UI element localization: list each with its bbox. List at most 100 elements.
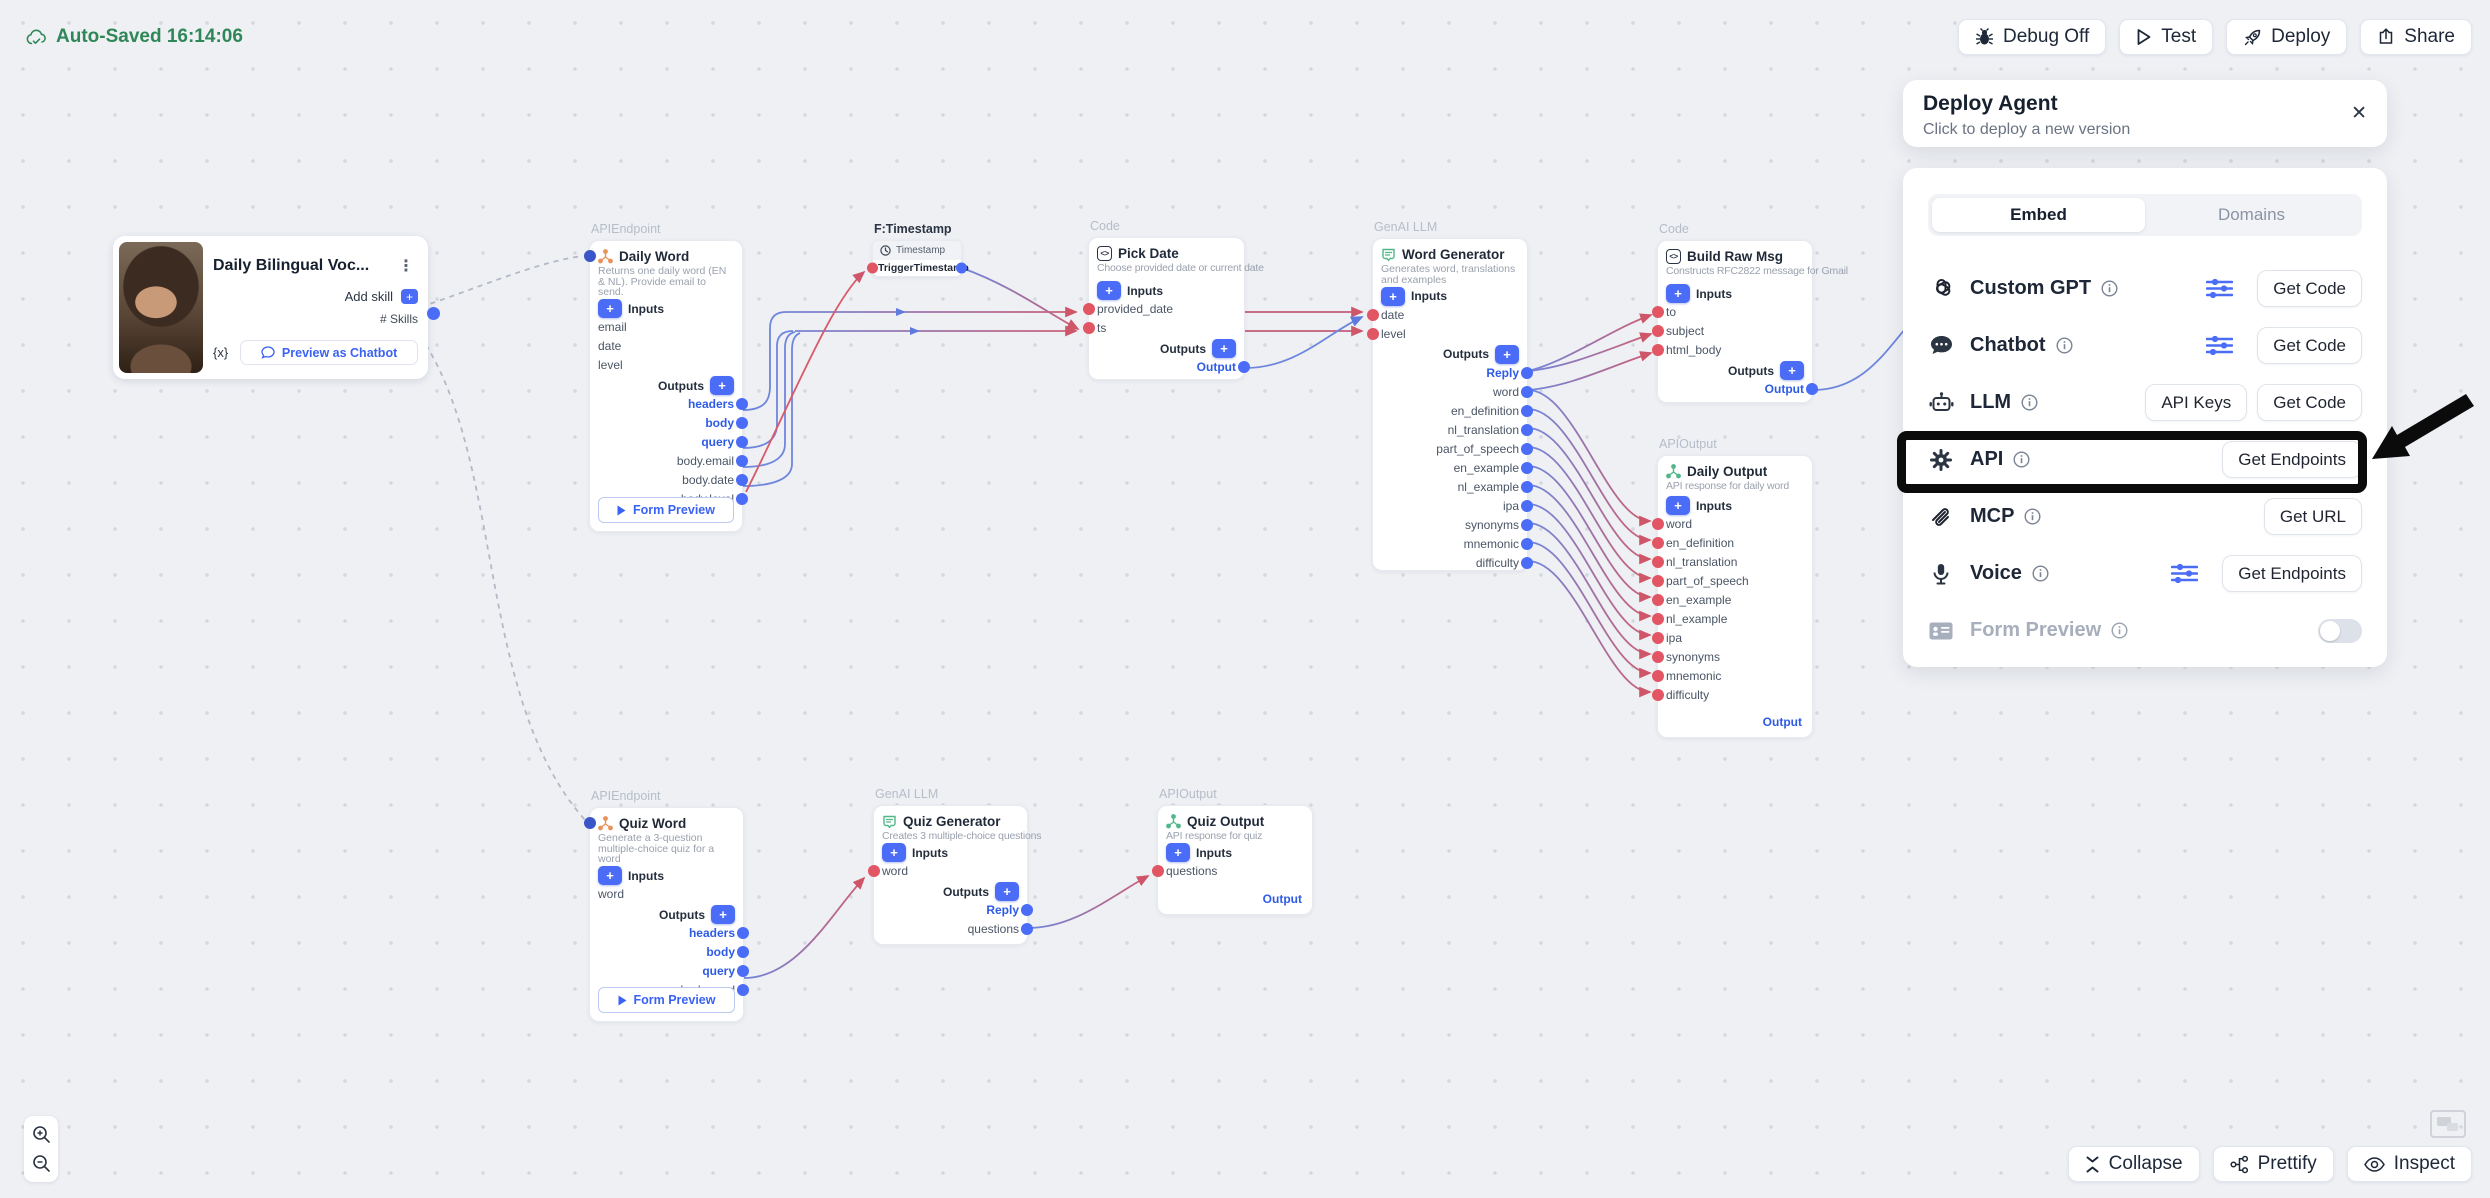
- output-port-dot[interactable]: [736, 474, 748, 486]
- input-port-row[interactable]: email: [598, 320, 627, 334]
- info-icon[interactable]: [2021, 394, 2038, 411]
- prettify-button[interactable]: Prettify: [2212, 1146, 2334, 1182]
- output-port-dot[interactable]: [737, 946, 749, 958]
- get-code-button[interactable]: Get Code: [2257, 384, 2362, 421]
- add-output-button[interactable]: +: [1212, 339, 1236, 358]
- input-port-row[interactable]: part_of_speech: [1652, 572, 1804, 591]
- variables-button[interactable]: {x}: [213, 345, 229, 360]
- add-output-button[interactable]: +: [995, 882, 1019, 901]
- input-port-row[interactable]: en_definition: [1652, 534, 1804, 553]
- output-port-dot[interactable]: [737, 965, 749, 977]
- add-input-button[interactable]: +: [882, 843, 906, 862]
- input-port-row[interactable]: html_body: [1652, 341, 1804, 360]
- input-port-dot[interactable]: [1652, 537, 1664, 549]
- node-timestamp[interactable]: Timestamp Trigger Timestamp: [867, 240, 969, 277]
- output-port-row[interactable]: Reply: [882, 901, 1033, 920]
- node-input-port[interactable]: [584, 250, 596, 262]
- node-quiz-output[interactable]: APIOutput Quiz Output API response for q…: [1152, 787, 1313, 915]
- tab-domains[interactable]: Domains: [2217, 205, 2286, 224]
- debug-toggle-button[interactable]: Debug Off: [1958, 19, 2107, 55]
- node-daily-word[interactable]: APIEndpoint Daily Word Returns one daily…: [584, 222, 748, 532]
- close-icon[interactable]: ✕: [2351, 103, 2367, 124]
- get-endpoints-button[interactable]: Get Endpoints: [2222, 441, 2362, 478]
- input-port-dot[interactable]: [1652, 518, 1664, 530]
- output-port-row[interactable]: body: [598, 414, 748, 433]
- input-port-row[interactable]: subject: [1652, 322, 1804, 341]
- input-port-row[interactable]: nl_example: [1652, 610, 1804, 629]
- output-port-row[interactable]: body.email: [598, 452, 748, 471]
- form-preview-button[interactable]: Form Preview: [598, 497, 734, 523]
- input-port-dot[interactable]: [1652, 556, 1664, 568]
- output-port-dot[interactable]: [736, 493, 748, 505]
- output-port-row[interactable]: synonyms: [1381, 515, 1533, 534]
- output-port-row[interactable]: body.date: [598, 471, 748, 490]
- info-icon[interactable]: [2032, 565, 2049, 582]
- input-port-row[interactable]: date: [1367, 305, 1519, 324]
- output-port-dot[interactable]: [1521, 423, 1533, 436]
- info-icon[interactable]: [2013, 451, 2030, 468]
- output-port-dot[interactable]: [736, 436, 748, 448]
- output-port-row[interactable]: nl_example: [1381, 477, 1533, 496]
- input-port-dot[interactable]: [1652, 325, 1664, 337]
- output-port-dot[interactable]: [1521, 385, 1533, 398]
- add-output-button[interactable]: +: [1780, 361, 1804, 380]
- get-endpoints-button[interactable]: Get Endpoints: [2222, 555, 2362, 592]
- output-port-dot[interactable]: [1521, 556, 1533, 569]
- add-input-button[interactable]: +: [598, 866, 622, 885]
- node-pick-date[interactable]: Code <> Pick Date Choose provided date or…: [1083, 219, 1264, 380]
- share-button[interactable]: Share: [2360, 19, 2472, 55]
- output-port-dot[interactable]: [1521, 404, 1533, 417]
- output-port-row[interactable]: headers: [598, 395, 748, 414]
- input-port-row[interactable]: difficulty: [1652, 686, 1804, 705]
- output-port-dot[interactable]: [1238, 361, 1250, 373]
- add-output-button[interactable]: +: [710, 376, 734, 395]
- node-build-raw-msg[interactable]: Code <> Build Raw Msg Constructs RFC2822 …: [1652, 222, 1848, 403]
- input-port-row[interactable]: ts: [1083, 319, 1236, 338]
- deploy-button[interactable]: Deploy: [2226, 19, 2348, 55]
- trigger-port-dot[interactable]: [867, 262, 878, 274]
- output-port-row[interactable]: questions: [882, 920, 1033, 939]
- input-port-dot[interactable]: [1652, 651, 1664, 663]
- output-port-row[interactable]: Output: [1666, 380, 1818, 399]
- output-port-dot[interactable]: [1521, 442, 1533, 455]
- kebab-menu-icon[interactable]: ⋮: [398, 258, 414, 275]
- inspect-button[interactable]: Inspect: [2346, 1146, 2472, 1182]
- output-port-row[interactable]: query: [598, 962, 749, 981]
- add-input-button[interactable]: +: [1166, 843, 1190, 862]
- output-port-row[interactable]: difficulty: [1381, 553, 1533, 572]
- sliders-icon[interactable]: [2206, 335, 2234, 356]
- node-quiz-generator[interactable]: GenAI LLM Quiz Generator Creates 3 multi…: [868, 787, 1042, 945]
- form-preview-toggle[interactable]: [2318, 618, 2362, 643]
- input-port-dot[interactable]: [1652, 613, 1664, 625]
- output-port-dot[interactable]: [1521, 537, 1533, 550]
- output-port-dot[interactable]: [737, 927, 749, 939]
- output-port-row[interactable]: ipa: [1381, 496, 1533, 515]
- output-port-row[interactable]: Output: [1097, 358, 1250, 377]
- zoom-out-button[interactable]: [32, 1154, 51, 1173]
- add-input-button[interactable]: +: [1666, 496, 1690, 515]
- get-code-button[interactable]: Get Code: [2257, 327, 2362, 364]
- input-port-dot[interactable]: [1083, 322, 1095, 334]
- info-icon[interactable]: [2024, 508, 2041, 525]
- input-port-row[interactable]: level: [598, 358, 623, 372]
- output-port-row[interactable]: mnemonic: [1381, 534, 1533, 553]
- output-port-dot[interactable]: [1521, 518, 1533, 531]
- get-url-button[interactable]: Get URL: [2263, 498, 2362, 535]
- timestamp-port-dot[interactable]: [956, 262, 967, 274]
- input-port-row[interactable]: nl_translation: [1652, 553, 1804, 572]
- test-button[interactable]: Test: [2119, 19, 2214, 55]
- add-input-button[interactable]: +: [598, 299, 622, 318]
- output-port-row[interactable]: query: [598, 433, 748, 452]
- input-port-dot[interactable]: [1652, 594, 1664, 606]
- form-preview-button[interactable]: Form Preview: [598, 987, 735, 1013]
- input-port-row[interactable]: provided_date: [1083, 300, 1236, 319]
- output-port-dot[interactable]: [1021, 904, 1033, 916]
- zoom-in-button[interactable]: [32, 1125, 51, 1144]
- input-port-dot[interactable]: [1367, 308, 1379, 321]
- agent-card[interactable]: Daily Bilingual Voc... ⋮ Add skill + # S…: [113, 236, 440, 379]
- output-port-row[interactable]: nl_translation: [1381, 420, 1533, 439]
- add-input-button[interactable]: +: [1381, 286, 1405, 306]
- input-port-dot[interactable]: [1652, 344, 1664, 356]
- info-icon[interactable]: [2101, 280, 2118, 297]
- sliders-icon[interactable]: [2206, 278, 2234, 299]
